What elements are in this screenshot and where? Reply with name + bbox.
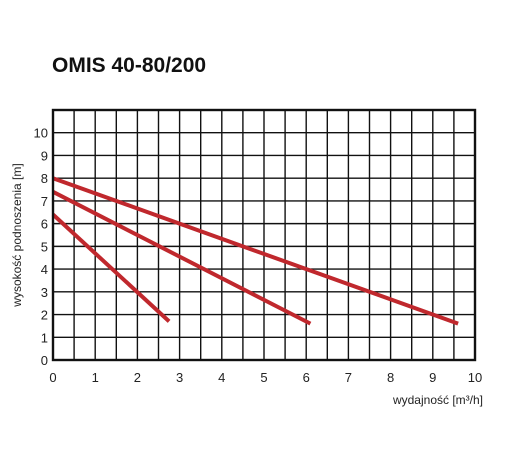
y-tick-label: 9 xyxy=(41,148,48,163)
x-axis-label: wydajność [m³/h] xyxy=(392,393,483,407)
y-tick-label: 4 xyxy=(41,262,48,277)
y-tick-label: 6 xyxy=(41,217,48,232)
x-tick-label: 9 xyxy=(429,370,436,385)
y-axis-label: wysokość podnoszenia [m] xyxy=(10,163,24,307)
x-tick-label: 10 xyxy=(468,370,482,385)
curve-3 xyxy=(52,176,459,326)
curve-1 xyxy=(51,213,171,323)
y-tick-label: 1 xyxy=(41,330,48,345)
x-tick-label: 5 xyxy=(260,370,267,385)
y-tick-label: 3 xyxy=(41,285,48,300)
chart-title: OMIS 40-80/200 xyxy=(52,54,207,77)
x-tick-label: 3 xyxy=(176,370,183,385)
y-tick-labels: 0 1 2 3 4 5 6 7 8 9 10 xyxy=(34,126,48,368)
grid xyxy=(53,110,475,360)
y-tick-label: 2 xyxy=(41,308,48,323)
plot-frame xyxy=(51,108,477,362)
x-tick-label: 0 xyxy=(49,370,56,385)
y-tick-label: 7 xyxy=(41,194,48,209)
curves xyxy=(51,176,459,326)
x-tick-label: 7 xyxy=(345,370,352,385)
y-tick-label: 5 xyxy=(41,239,48,254)
x-tick-label: 4 xyxy=(218,370,225,385)
x-tick-labels: 0 1 2 3 4 5 6 7 8 9 10 xyxy=(49,370,482,385)
y-tick-label: 10 xyxy=(34,126,48,141)
y-tick-label: 8 xyxy=(41,171,48,186)
x-tick-label: 2 xyxy=(134,370,141,385)
x-tick-label: 1 xyxy=(92,370,99,385)
y-tick-label: 0 xyxy=(41,353,48,368)
x-tick-label: 6 xyxy=(303,370,310,385)
curve-2 xyxy=(52,190,312,326)
x-tick-label: 8 xyxy=(387,370,394,385)
